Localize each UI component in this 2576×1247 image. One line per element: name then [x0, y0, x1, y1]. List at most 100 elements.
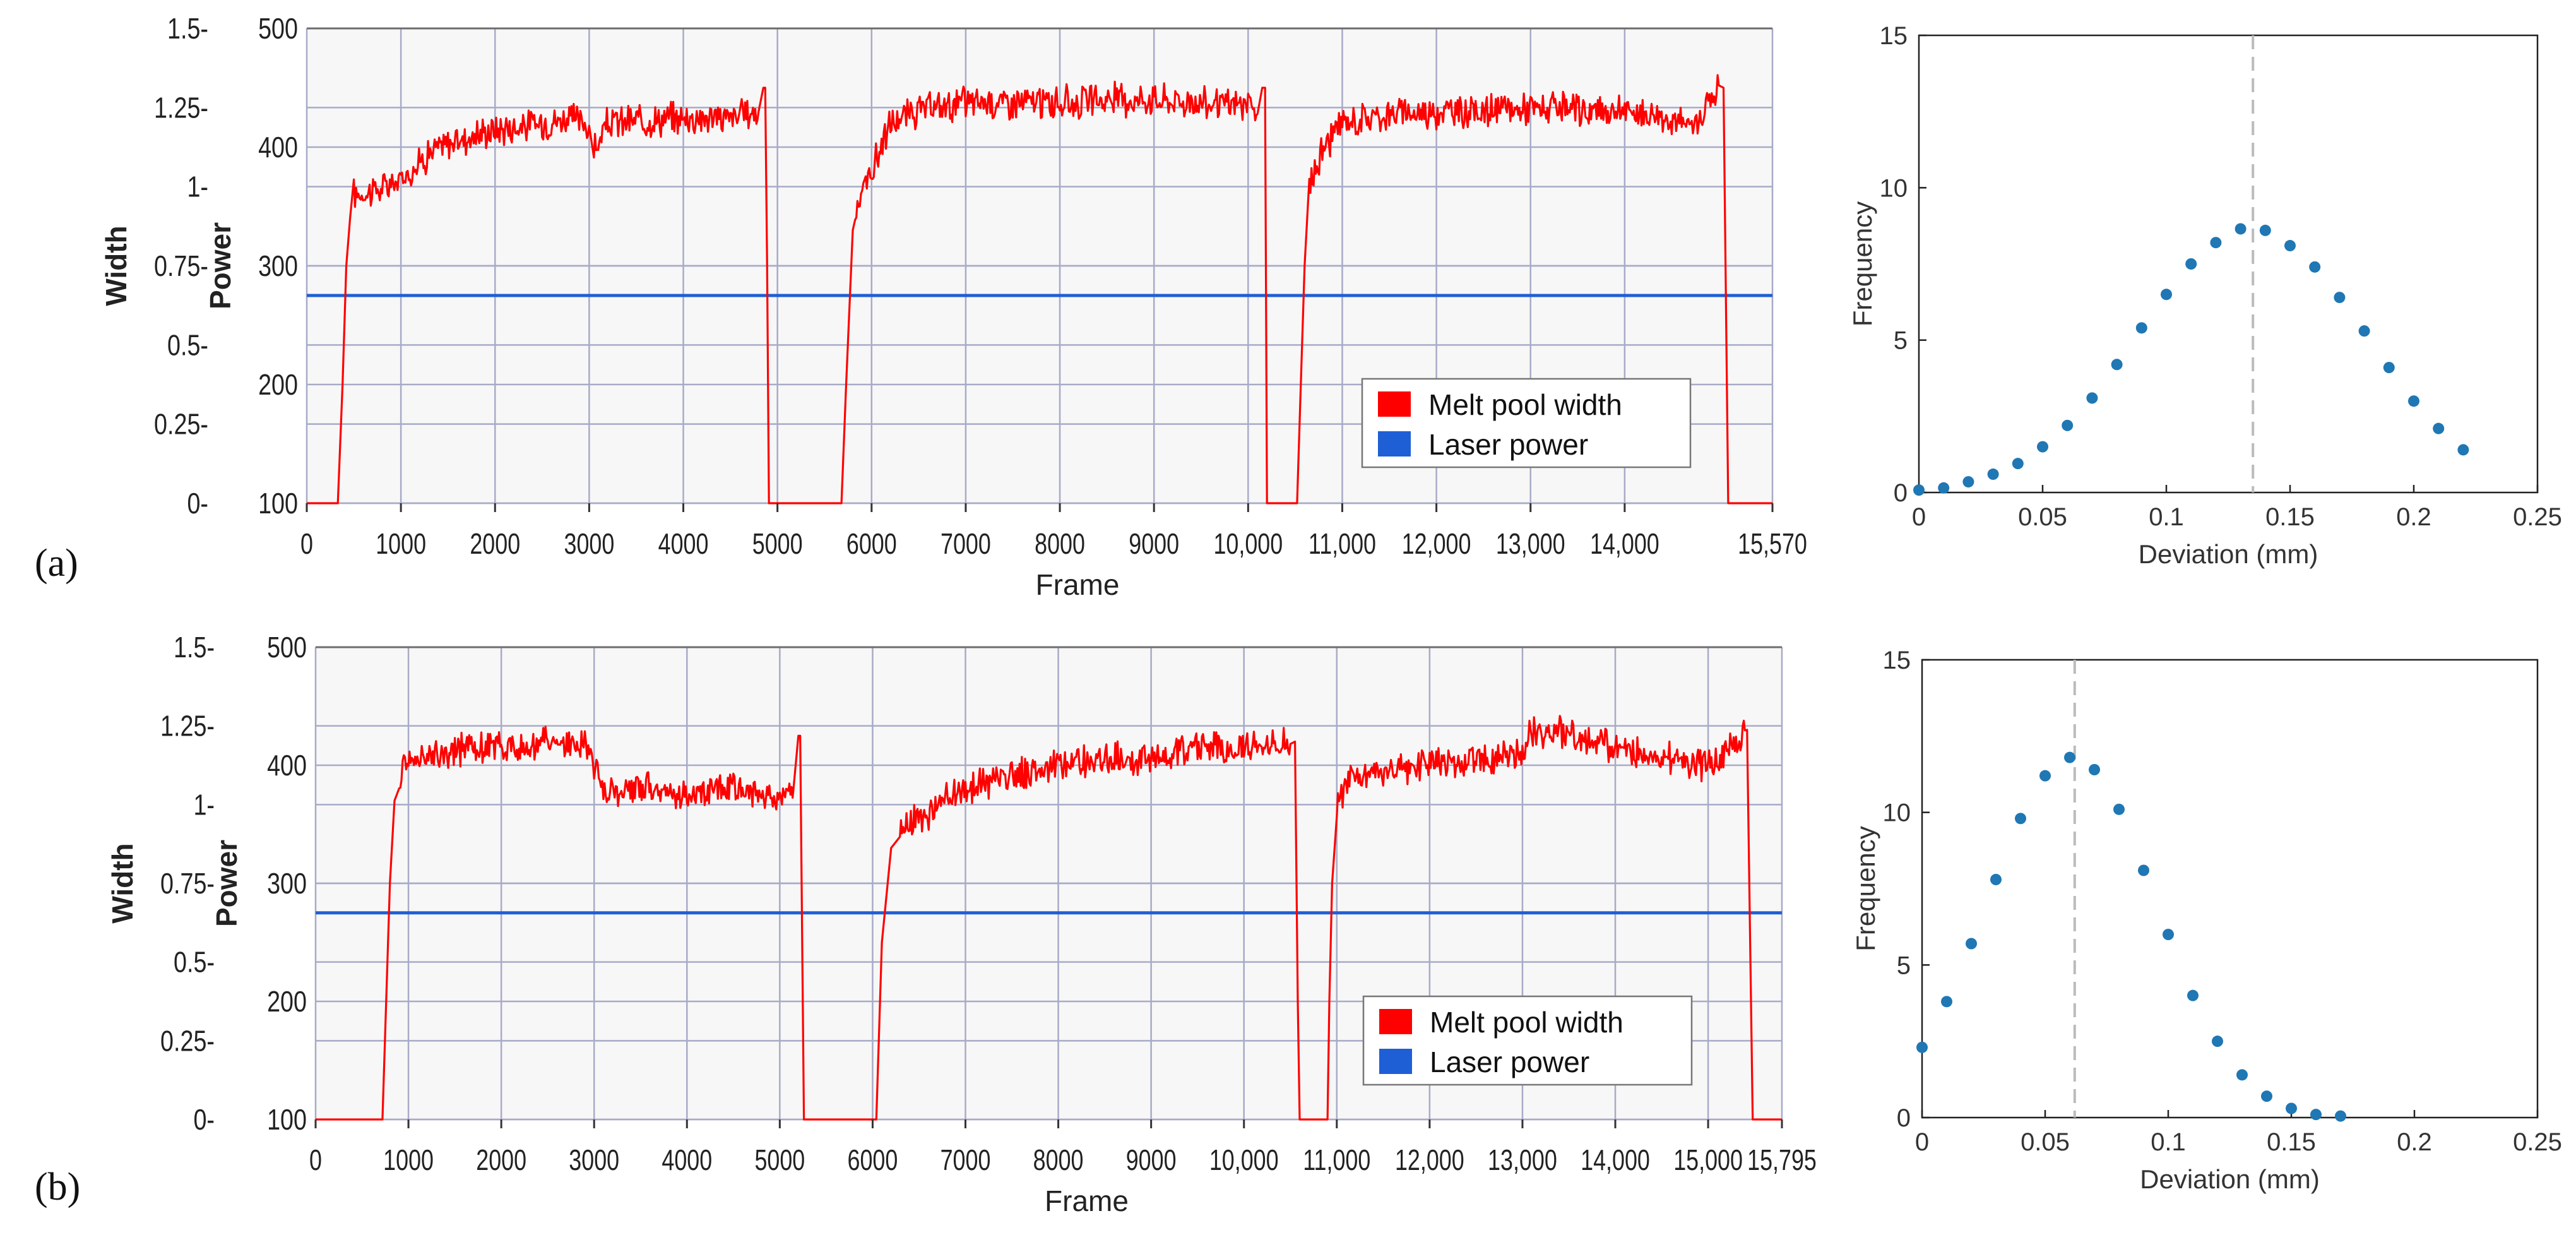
deviation-point — [2086, 392, 2098, 404]
hist-x-axis-title: Deviation (mm) — [2139, 539, 2318, 569]
legend-box — [1362, 995, 1693, 1086]
hist-x-tick-label: 0.05 — [2021, 1128, 2070, 1156]
panel-b-line-chart: 0 1000 2000 3000 4000 5000 6000 7000 8000 9000 10,… — [106, 631, 1817, 1217]
hist-x-tick-label: 0.15 — [2265, 503, 2315, 531]
x-tick-label: 4000 — [658, 528, 709, 560]
width-tick-label: 1- — [193, 789, 215, 821]
power-tick-label: 100 — [267, 1103, 307, 1135]
panel-a-line-chart: 0 1000 2000 3000 4000 5000 6000 7000 8000 9000 10,… — [100, 12, 1807, 601]
power-tick-label: 200 — [258, 368, 298, 400]
power-tick-label: 200 — [267, 985, 307, 1017]
power-tick-label: 500 — [267, 631, 307, 663]
x-tick-label: 9000 — [1126, 1144, 1177, 1176]
hist-x-tick-label: 0.05 — [2018, 503, 2067, 531]
width-tick-label: 1.25- — [160, 710, 215, 742]
x-tick-label: 10,000 — [1213, 528, 1283, 560]
deviation-point — [2210, 237, 2222, 249]
melt-pool-width-line — [316, 715, 1782, 1121]
deviation-point — [2185, 258, 2197, 270]
x-tick-label: 3000 — [569, 1144, 619, 1176]
hist-y-axis-title: Frequency — [1851, 826, 1880, 951]
deviation-point — [2408, 395, 2419, 407]
deviation-point — [2113, 803, 2125, 815]
deviation-point — [2012, 458, 2024, 470]
hist-x-tick-label: 0.25 — [2513, 1128, 2562, 1156]
legend-swatch-laser-power — [1378, 431, 1411, 456]
x-tick-label: 5000 — [754, 1144, 805, 1176]
panel-b-deviation-chart: 0 0.05 0.1 0.15 0.2 0.25 0 5 10 15 Deviation (mm) F… — [1851, 647, 2562, 1194]
deviation-point — [2089, 764, 2100, 775]
deviation-point — [1913, 484, 1925, 496]
deviation-point — [2135, 322, 2147, 334]
deviation-point — [2015, 813, 2026, 825]
hist-x-tick-label: 0.1 — [2151, 1128, 2186, 1156]
deviation-point — [1916, 1041, 1928, 1053]
legend-box — [1361, 378, 1692, 468]
deviation-point — [2334, 292, 2346, 304]
deviation-point — [2310, 1109, 2322, 1121]
panel-label-b: (b) — [35, 1166, 80, 1208]
width-tick-label: 0- — [187, 487, 208, 519]
legend-swatch-melt-pool-width — [1378, 391, 1411, 417]
deviation-point — [2187, 989, 2199, 1001]
hist-y-tick-label: 0 — [1894, 479, 1908, 507]
deviation-point — [2261, 1090, 2272, 1102]
x-tick-label: 3000 — [564, 528, 614, 560]
hist-x-tick-label: 0.2 — [2396, 503, 2431, 531]
melt-pool-width-line — [307, 74, 1772, 504]
width-axis-title: Width — [106, 843, 139, 923]
power-axis-title: Power — [204, 222, 237, 309]
width-tick-label: 0.5- — [174, 946, 215, 978]
deviation-point — [2358, 325, 2370, 337]
deviation-point — [2163, 929, 2174, 940]
width-tick-label: 0.25- — [154, 408, 208, 440]
deviation-point — [2259, 224, 2271, 236]
deviation-point — [2064, 751, 2075, 763]
x-axis-title: Frame — [1036, 568, 1120, 601]
deviation-point — [1962, 476, 1974, 488]
deviation-point — [1990, 874, 2002, 885]
width-tick-label: 0- — [193, 1103, 215, 1135]
deviation-point — [2039, 770, 2051, 782]
width-tick-label: 1.5- — [174, 631, 215, 663]
legend-swatch-melt-pool-width — [1379, 1009, 1412, 1034]
x-tick-label: 12,000 — [1395, 1144, 1464, 1176]
power-tick-label: 300 — [267, 867, 307, 899]
x-tick-label: 6000 — [846, 528, 897, 560]
width-tick-label: 0.75- — [160, 867, 215, 899]
hist-y-tick-label: 10 — [1880, 174, 1908, 202]
hist-plot-frame — [1918, 34, 2539, 494]
x-tick-label: 2000 — [470, 528, 520, 560]
x-tick-label: 1000 — [383, 1144, 434, 1176]
width-tick-label: 1- — [187, 170, 208, 203]
hist-y-tick-label: 15 — [1880, 22, 1908, 50]
x-tick-label: 9000 — [1129, 528, 1179, 560]
x-tick-label: 13,000 — [1496, 528, 1565, 560]
deviation-point — [2111, 359, 2123, 371]
hist-x-axis-title: Deviation (mm) — [2140, 1164, 2320, 1194]
deviation-point — [2037, 441, 2048, 453]
legend-label-melt-pool-width: Melt pool width — [1428, 388, 1622, 421]
power-tick-label: 500 — [258, 12, 298, 44]
hist-x-tick-label: 0.15 — [2267, 1128, 2316, 1156]
x-tick-label: 15,795 — [1747, 1144, 1817, 1176]
hist-plot-frame — [1921, 659, 2539, 1119]
power-tick-label: 300 — [258, 249, 298, 282]
x-tick-label: 11,000 — [1309, 528, 1376, 560]
width-tick-label: 1.5- — [167, 12, 208, 44]
deviation-point — [1987, 468, 1999, 480]
deviation-point — [2235, 223, 2247, 235]
deviation-point — [1938, 482, 1950, 494]
x-tick-label: 6000 — [848, 1144, 898, 1176]
deviation-point — [2212, 1035, 2223, 1047]
x-tick-label: 2000 — [476, 1144, 526, 1176]
deviation-point — [2457, 444, 2469, 456]
hist-y-tick-label: 5 — [1894, 327, 1908, 355]
deviation-point — [2236, 1069, 2248, 1081]
hist-y-tick-label: 15 — [1883, 647, 1911, 674]
x-tick-label: 14,000 — [1581, 1144, 1650, 1176]
hist-x-tick-label: 0 — [1912, 503, 1926, 531]
hist-y-tick-label: 5 — [1897, 952, 1911, 979]
power-axis-title: Power — [210, 840, 243, 927]
